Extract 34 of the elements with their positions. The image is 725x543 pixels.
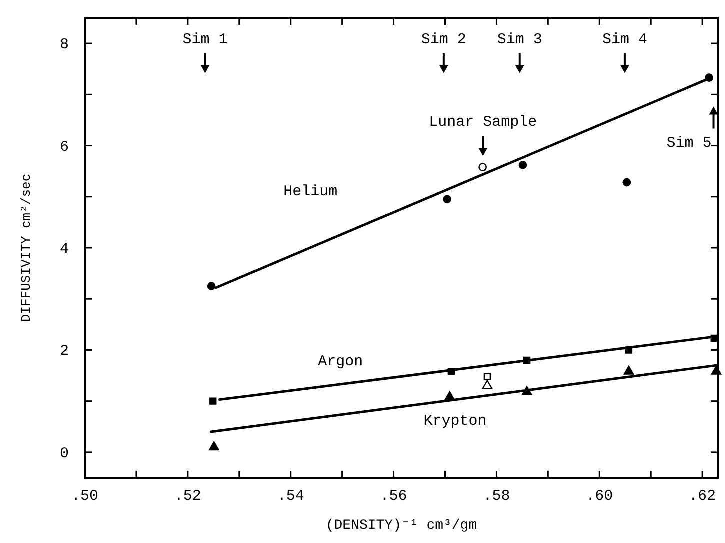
point	[209, 441, 220, 451]
text: Helium	[284, 183, 338, 200]
point	[711, 366, 722, 375]
annotation: Sim 3	[497, 31, 542, 48]
annotation: Sim 5	[666, 134, 712, 152]
x-tick-label: .52	[174, 488, 202, 505]
x-tick-label: .54	[277, 488, 304, 505]
y-axis-title: DIFFUSIVITY cm²/sec	[19, 174, 34, 322]
annotation: Lunar Sample	[429, 114, 538, 132]
point	[484, 373, 492, 380]
annotation: Sim 1	[182, 31, 228, 48]
annotation: Sim 2	[421, 31, 466, 48]
point	[622, 178, 632, 187]
x-tick-label: .62	[689, 488, 716, 505]
y-tick-label: 6	[60, 138, 69, 156]
x-tick-label: .56	[380, 488, 408, 505]
point	[210, 398, 217, 405]
x-tick-label: .50	[71, 488, 99, 505]
point	[443, 195, 452, 204]
point	[518, 161, 528, 170]
point	[482, 380, 493, 390]
y-tick-label: 4	[60, 241, 69, 258]
x-tick-label: .60	[586, 488, 614, 505]
annotation: Sim 4	[602, 31, 648, 48]
series-label: Argon	[318, 354, 364, 371]
series-label: Krypton	[424, 412, 487, 430]
point	[624, 366, 634, 375]
point	[207, 282, 216, 290]
point	[478, 163, 487, 172]
x-axis-title: (DENSITY)⁻¹ cm³/gm	[326, 518, 478, 534]
y-tick-label: 2	[60, 343, 69, 360]
y-tick-label: 0	[60, 445, 69, 462]
x-tick-label: .58	[483, 488, 510, 505]
y-tick-label: 8	[60, 36, 69, 54]
